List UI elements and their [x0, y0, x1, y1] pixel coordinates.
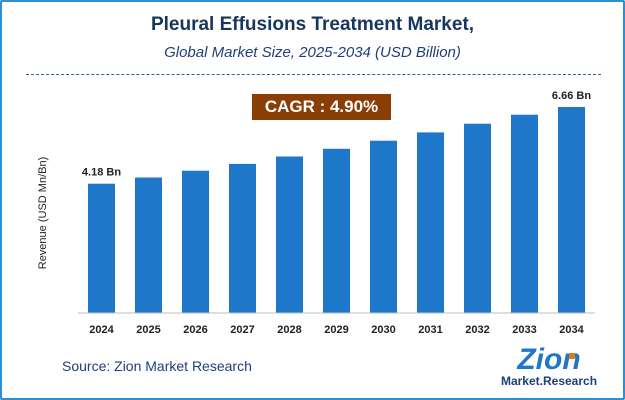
x-tick-2027: 2027 — [230, 324, 254, 336]
data-label-2034: 6.66 Bn — [552, 90, 591, 102]
cagr-badge: CAGR : 4.90% — [252, 94, 391, 120]
bar-2026 — [182, 170, 209, 313]
bar-2029 — [323, 148, 350, 313]
logo-accent-mark — [569, 353, 575, 359]
x-tick-2034: 2034 — [559, 324, 584, 336]
bar-2034 — [558, 107, 585, 313]
chart-title: Pleural Effusions Treatment Market, — [150, 14, 475, 35]
chart-subtitle: Global Market Size, 2025-2034 (USD Billi… — [164, 44, 461, 61]
bar-2025 — [135, 177, 162, 313]
source-note: Source: Zion Market Research — [62, 358, 252, 374]
x-tick-2031: 2031 — [418, 324, 442, 336]
x-tick-2030: 2030 — [371, 324, 395, 336]
zion-logo: Zion Market.Research — [501, 343, 597, 388]
x-tick-2025: 2025 — [136, 324, 160, 336]
x-tick-2029: 2029 — [324, 324, 348, 336]
bar-2033 — [511, 114, 538, 313]
bar-2031 — [417, 132, 444, 313]
x-tick-2032: 2032 — [465, 324, 489, 336]
bar-2030 — [370, 140, 397, 313]
logo-top-text: Zion — [516, 343, 580, 376]
logo-bottom-text: Market.Research — [501, 374, 597, 388]
y-axis-label: Revenue (USD Mn/Bn) — [37, 157, 49, 270]
bar-2028 — [276, 156, 303, 313]
title-divider — [26, 74, 601, 75]
x-tick-2024: 2024 — [89, 324, 114, 336]
bar-2027 — [229, 163, 256, 313]
bar-2024 — [88, 183, 115, 313]
x-tick-2026: 2026 — [183, 324, 207, 336]
x-tick-2033: 2033 — [512, 324, 536, 336]
bar-2032 — [464, 123, 491, 313]
x-tick-2028: 2028 — [277, 324, 301, 336]
data-label-2024: 4.18 Bn — [82, 167, 121, 179]
